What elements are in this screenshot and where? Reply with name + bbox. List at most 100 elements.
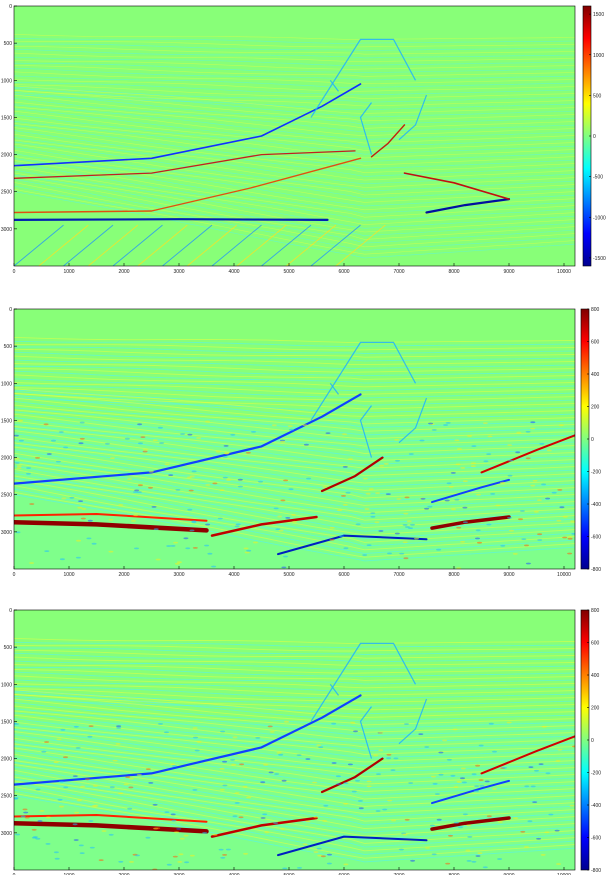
x-tick-label: 1000: [63, 269, 74, 275]
strong-reflector: [425, 198, 511, 214]
axes-frame: [13, 308, 576, 570]
x-tick-label: 9000: [503, 572, 514, 578]
x-tick-label: 8000: [448, 572, 459, 578]
y-tick-label: 0: [9, 608, 12, 614]
colorbar-tick-label: -800: [591, 567, 601, 573]
strong-reflector: [14, 157, 362, 214]
x-tick-label: 10000: [557, 873, 571, 875]
x-tick-label: 3000: [173, 572, 184, 578]
fault-line: [359, 706, 373, 759]
axes-frame: [13, 5, 576, 267]
y-tick-label: 1500: [1, 418, 12, 424]
colorbar-tick-label: -1000: [593, 215, 606, 221]
fault-line: [359, 405, 373, 458]
strong-reflector: [14, 519, 209, 533]
colorbar: 800 600 400 200 0 -200 -400 -600 -800: [580, 307, 601, 573]
x-tick-label: 7000: [393, 269, 404, 275]
colorbar-tick-label: 0: [591, 437, 594, 443]
y-tick-label: 3000: [1, 530, 12, 536]
y-tick-label: 500: [4, 645, 13, 651]
strong-reflector: [14, 694, 362, 786]
y-tick-label: 3000: [1, 227, 12, 233]
strong-reflector: [430, 816, 511, 831]
fault-line: [310, 38, 417, 118]
x-tick-label: 9000: [503, 873, 514, 875]
strong-reflector: [14, 150, 356, 179]
y-tick-label: 2000: [1, 456, 12, 462]
x-tick-label: 2000: [118, 269, 129, 275]
seismic-panel-1: 0 1000 2000 3000 4000 5000 6000 7000 8000 9000 100…: [1, 4, 606, 275]
y-tick-label: 0: [9, 307, 12, 313]
colorbar-tick-label: 1500: [593, 12, 604, 18]
strong-reflector: [14, 513, 208, 522]
colorbar-tick-label: 600: [591, 340, 600, 346]
seismic-panel-2: 0 1000 2000 3000 4000 5000 6000 7000 8000 9000 100…: [1, 307, 601, 578]
fault-line: [329, 683, 339, 696]
x-tick-label: 6000: [338, 873, 349, 875]
strong-reflector: [480, 735, 575, 775]
y-tick-label: 3000: [1, 831, 12, 837]
x-tick-label: 10000: [557, 572, 571, 578]
x-tick-label: 5000: [283, 269, 294, 275]
x-tick-label: 0: [13, 572, 16, 578]
strong-reflector: [431, 779, 510, 805]
strong-reflector: [320, 757, 384, 794]
strong-reflector: [320, 456, 384, 493]
fault-line: [398, 397, 428, 444]
colorbar-tick-label: 500: [593, 93, 602, 99]
y-tick-label: 2500: [1, 794, 12, 800]
x-tick-label: 6000: [338, 269, 349, 275]
strong-reflector: [14, 820, 209, 834]
x-tick-label: 0: [13, 873, 16, 875]
y-tick-label: 1000: [1, 78, 12, 84]
y-tick-label: 2500: [1, 493, 12, 499]
strong-reflector: [277, 534, 428, 556]
x-tick-label: 6000: [338, 572, 349, 578]
colorbar-tick-label: 0: [593, 134, 596, 140]
colorbar-tick-label: 1000: [593, 53, 604, 59]
reflectivity-image: [14, 336, 575, 569]
x-tick-label: 2000: [118, 873, 129, 875]
y-tick-label: 1000: [1, 682, 12, 688]
x-tick-label: 0: [13, 269, 16, 275]
x-tick-label: 4000: [228, 572, 239, 578]
y-tick-label: 1500: [1, 719, 12, 725]
colorbar: 800 600 400 200 0 -200 -400 -600 -800: [580, 608, 601, 874]
strong-reflector: [480, 434, 575, 474]
colorbar-tick-label: -200: [591, 771, 601, 777]
strong-reflector: [210, 515, 318, 537]
x-tick-label: 4000: [228, 873, 239, 875]
strong-reflector: [277, 835, 428, 857]
fault-line: [398, 94, 428, 141]
fault-line: [398, 698, 428, 745]
x-tick-label: 9000: [503, 269, 514, 275]
x-tick-label: 2000: [118, 572, 129, 578]
colorbar-tick-label: 400: [591, 673, 600, 679]
colorbar-tick-label: 200: [591, 405, 600, 411]
colorbar-tick-label: -400: [591, 502, 601, 508]
reflectivity-image: [14, 34, 575, 266]
x-tick-label: 3000: [173, 873, 184, 875]
y-tick-label: 500: [4, 41, 13, 47]
y-tick-label: 500: [4, 344, 13, 350]
colorbar-tick-label: -500: [593, 175, 603, 181]
colorbar-tick-label: 0: [591, 738, 594, 744]
fault-line: [329, 382, 339, 395]
y-tick-label: 2000: [1, 153, 12, 159]
fault-line: [329, 79, 339, 92]
y-tick-label: 0: [9, 4, 12, 10]
strong-reflector: [14, 83, 362, 167]
colorbar-tick-label: 800: [591, 608, 600, 614]
x-tick-label: 1000: [63, 572, 74, 578]
x-tick-label: 7000: [393, 873, 404, 875]
seismic-panel-3: 0100020003000400050006000700080009000100…: [1, 608, 601, 875]
strong-reflector: [403, 172, 510, 200]
strong-reflector: [370, 124, 406, 158]
colorbar-tick-label: -200: [591, 470, 601, 476]
x-tick-label: 4000: [228, 269, 239, 275]
colorbar-tick-label: -1500: [593, 256, 606, 262]
x-tick-label: 1000: [63, 873, 74, 875]
colorbar-tick-label: -400: [591, 803, 601, 809]
colorbar-tick-label: 800: [591, 307, 600, 313]
